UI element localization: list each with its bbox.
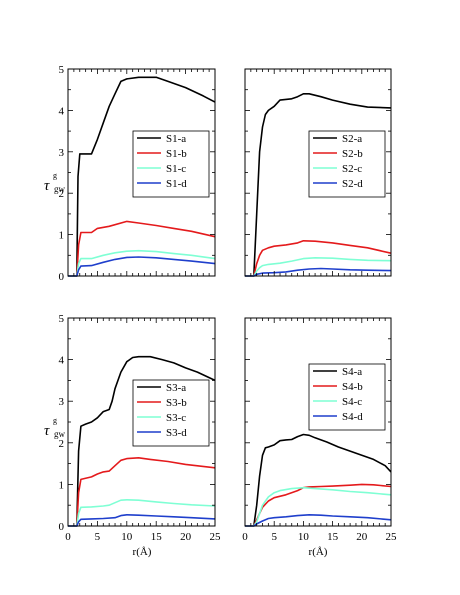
series-line-S3-c [68, 498, 216, 527]
legend-box [308, 363, 386, 431]
y-tick-label: 2 [59, 438, 65, 450]
series-line-S4-d [245, 513, 392, 527]
legend-label: S3-d [166, 427, 187, 439]
series-line-S3-a [68, 355, 216, 527]
x-tick-label: 20 [180, 531, 192, 543]
panel-bottom-left: 0 5 10 15 20 25 0 1 2 3 4 5 S3-a S3-b S3-c S3-d [59, 313, 222, 543]
y-tick-label: 1 [59, 230, 65, 242]
legend-label: S3-a [166, 382, 186, 394]
legend-label: S1-c [166, 163, 186, 175]
series-line-S2-d [245, 267, 392, 277]
series-line-S2-b [245, 240, 392, 277]
legend-label: S4-b [342, 381, 363, 393]
y-label-sub: gw [54, 184, 66, 194]
x-tick-label: 0 [242, 531, 248, 543]
panel-top-left: 0 1 2 3 4 5 S1-a S1-b S1-c S1-d [59, 64, 216, 283]
series-line-S2-a [245, 93, 392, 277]
series-line-S4-a [245, 433, 392, 527]
series-line-S4-c [245, 486, 392, 527]
legend-box [132, 379, 210, 447]
legend-label: S3-b [166, 397, 187, 409]
x-axis-label-left: r(Å) [133, 546, 152, 558]
x-tick-label: 25 [386, 531, 398, 543]
legend-label: S4-d [342, 411, 363, 423]
y-tick-label: 5 [59, 64, 65, 76]
series-line-S1-d [68, 256, 216, 277]
legend-label: S2-d [342, 178, 363, 190]
legend-label: S2-b [342, 148, 363, 160]
x-tick-label: 5 [95, 531, 101, 543]
y-tick-label: 0 [59, 521, 65, 533]
y-tick-label: 3 [59, 147, 65, 159]
legend-box [308, 130, 386, 198]
y-tick-label: 1 [59, 479, 65, 491]
y-label-sup: g [53, 171, 57, 180]
y-label-main: τ [44, 423, 50, 439]
x-axis-label-right: r(Å) [309, 546, 328, 558]
x-tick-label: 15 [151, 531, 163, 543]
series-line-S1-a [68, 76, 216, 277]
y-tick-label: 4 [59, 105, 65, 117]
series-line-S3-b [68, 456, 216, 527]
legend-label: S3-c [166, 412, 186, 424]
x-tick-label: 20 [356, 531, 368, 543]
series-line-S2-c [245, 256, 392, 277]
legend-label: S4-c [342, 396, 362, 408]
x-tick-label: 15 [327, 531, 339, 543]
legend-box [132, 130, 210, 198]
y-label-main: τ [44, 178, 50, 194]
legend-label: S2-c [342, 163, 362, 175]
y-tick-label: 0 [59, 271, 65, 283]
x-tick-label: 25 [210, 531, 222, 543]
y-tick-label: 3 [59, 396, 65, 408]
legend: S3-a S3-b S3-c S3-d [132, 379, 210, 447]
series-line-S3-d [68, 513, 216, 527]
y-label-sup: g [53, 416, 57, 425]
y-tick-label: 5 [59, 313, 65, 325]
x-tick-label: 0 [65, 531, 71, 543]
legend: S2-a S2-b S2-c S2-d [308, 130, 386, 198]
legend-label: S4-a [342, 366, 362, 378]
y-label-sub: gw [54, 429, 66, 439]
legend-label: S1-a [166, 133, 186, 145]
y-axis-label-top: τ g gw [44, 171, 66, 194]
x-tick-label: 10 [298, 531, 310, 543]
legend: S1-a S1-b S1-c S1-d [132, 130, 210, 198]
y-axis-label-bottom: τ g gw [44, 416, 66, 439]
legend-label: S1-d [166, 178, 187, 190]
y-tick-label: 4 [59, 355, 65, 367]
panel-bottom-right: 0 5 10 15 20 25 S4-a S4-b S4-c S4-d [242, 317, 398, 543]
legend: S4-a S4-b S4-c S4-d [308, 363, 386, 431]
legend-label: S1-b [166, 148, 187, 160]
x-tick-label: 5 [271, 531, 277, 543]
legend-label: S2-a [342, 133, 362, 145]
x-tick-label: 10 [121, 531, 133, 543]
series-line-S1-b [68, 220, 216, 277]
y-tick-label: 2 [59, 188, 65, 200]
series-line-S1-c [68, 249, 216, 277]
panels-group: 0 1 2 3 4 5 S1-a S1-b S1-c S1-d S2-a S2-b S2-c S2-d 0 5… [59, 64, 398, 543]
panel-top-right: S2-a S2-b S2-c S2-d [244, 68, 392, 277]
